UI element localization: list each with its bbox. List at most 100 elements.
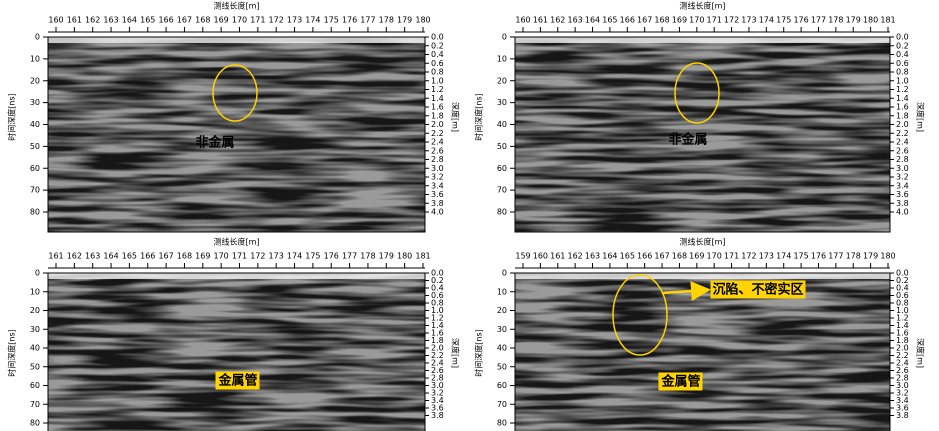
y2-tick-label: 1.8 — [431, 111, 444, 120]
y-tick-label: 80 — [30, 419, 40, 428]
x-tick-label: 172 — [269, 16, 284, 25]
y2-tick-label: 0.2 — [431, 276, 444, 285]
radargram-image — [515, 273, 890, 279]
x-tick-label: 162 — [568, 252, 583, 261]
y2-tick-label: 0.8 — [431, 68, 444, 77]
x-tick-label: 160 — [515, 16, 530, 25]
x-tick-label: 165 — [620, 252, 635, 261]
y-tick-label: 70 — [497, 186, 507, 195]
x-tick-label: 164 — [103, 252, 118, 261]
x-tick-label: 169 — [214, 16, 229, 25]
y2-tick-label: 1.4 — [431, 94, 444, 103]
x-tick-label: 179 — [846, 16, 861, 25]
annotation-box — [658, 372, 703, 391]
y2-tick-label: 3.2 — [896, 173, 909, 182]
x-tick-label: 166 — [620, 16, 635, 25]
x-tick-label: 171 — [724, 252, 739, 261]
x-tick-label: 167 — [637, 16, 652, 25]
y-axis-label: 时间深度[ns] — [7, 329, 17, 376]
y2-tick-label: 2.4 — [896, 138, 909, 147]
radargram-image — [515, 273, 890, 431]
y2-tick-label: 0.2 — [896, 276, 909, 285]
y2-tick-label: 2.8 — [896, 374, 909, 383]
y2-tick-label: 3.2 — [431, 389, 444, 398]
annotation-label: 金属管 — [217, 373, 257, 389]
radargram-panel: 测线长度[m]160 161 162 163 164 165 166 167 168 169 170… — [474, 1, 926, 233]
y-tick-label: 60 — [30, 381, 40, 390]
radargram-image — [515, 37, 890, 232]
x-tick-label: 168 — [672, 252, 687, 261]
y-tick-label: 30 — [30, 325, 40, 334]
x-tick-label: 166 — [140, 252, 155, 261]
y2-tick-label: 1.4 — [896, 94, 909, 103]
y2-tick-label: 1.6 — [896, 329, 909, 338]
y2-tick-label: 1.8 — [896, 336, 909, 345]
y2-tick-label: 3.6 — [896, 404, 909, 413]
x-tick-label: 174 — [776, 252, 791, 261]
x-tick-label: 175 — [324, 16, 339, 25]
plot-frame — [514, 272, 891, 431]
y2-tick-label: 0.0 — [431, 33, 444, 42]
x-tick-label: 160 — [48, 16, 63, 25]
y2-tick-label: 0.2 — [431, 41, 444, 50]
x-tick-label: 173 — [759, 252, 774, 261]
x-tick-label: 171 — [232, 252, 247, 261]
x-tick-label: 173 — [269, 252, 284, 261]
x-tick-label: 179 — [379, 252, 394, 261]
x-tick-label: 169 — [195, 252, 210, 261]
annotation-label: 非金属 — [195, 135, 234, 151]
y2-axis-label: 深度[m] — [916, 338, 926, 368]
x-tick-label: 166 — [637, 252, 652, 261]
y2-tick-label: 3.8 — [431, 199, 444, 208]
y-tick-label: 80 — [30, 208, 40, 217]
y2-tick-label: 0.8 — [431, 299, 444, 308]
annotation-arrow — [661, 281, 711, 301]
y2-tick-label: 3.4 — [431, 181, 444, 190]
y-tick-label: 20 — [30, 76, 40, 85]
y-tick-label: 40 — [497, 344, 507, 353]
plot-frame — [47, 36, 426, 233]
x-tick-label: 165 — [140, 16, 155, 25]
y2-tick-label: 0.8 — [896, 68, 909, 77]
y2-tick-label: 3.8 — [431, 411, 444, 420]
y2-tick-label: 3.8 — [896, 411, 909, 420]
x-tick-label: 178 — [360, 252, 375, 261]
x-tick-label: 181 — [415, 252, 430, 261]
x-tick-label: 164 — [585, 16, 600, 25]
y2-tick-label: 2.2 — [896, 351, 909, 360]
y2-tick-label: 0.4 — [431, 284, 444, 293]
y2-tick-label: 3.2 — [431, 173, 444, 182]
y-tick-label: 30 — [497, 325, 507, 334]
y-tick-label: 60 — [497, 164, 507, 173]
y-tick-label: 70 — [497, 400, 507, 409]
x-tick-label: 177 — [811, 16, 826, 25]
y2-tick-label: 0.6 — [431, 291, 444, 300]
radargram-panel: 测线长度[m]160 161 162 163 164 165 166 167 168 169 170… — [7, 1, 461, 233]
y-tick-label: 50 — [30, 142, 40, 151]
y-tick-label: 70 — [30, 400, 40, 409]
x-tick-label: 161 — [48, 252, 63, 261]
x-tick-label: 176 — [324, 252, 339, 261]
y2-tick-label: 1.2 — [431, 314, 444, 323]
x-tick-label: 180 — [880, 252, 895, 261]
y-tick-label: 40 — [30, 120, 40, 129]
y2-tick-label: 1.2 — [896, 314, 909, 323]
y-tick-label: 60 — [497, 381, 507, 390]
x-tick-label: 167 — [177, 16, 192, 25]
y2-tick-label: 2.0 — [431, 344, 444, 353]
y2-tick-label: 1.0 — [896, 76, 909, 85]
x-tick-label: 173 — [287, 16, 302, 25]
y2-tick-label: 3.4 — [896, 181, 909, 190]
y2-tick-label: 2.2 — [896, 129, 909, 138]
y2-tick-label: 2.8 — [431, 374, 444, 383]
x-tick-label: 161 — [533, 16, 548, 25]
annotation-label: 金属管 — [660, 374, 700, 390]
y2-tick-label: 4.0 — [431, 208, 444, 217]
x-tick-label: 174 — [305, 16, 320, 25]
x-tick-label: 175 — [776, 16, 791, 25]
x-tick-label: 177 — [360, 16, 375, 25]
y2-tick-label: 2.8 — [431, 155, 444, 164]
y2-tick-label: 3.8 — [896, 199, 909, 208]
y2-tick-label: 0.0 — [896, 269, 909, 278]
x-tick-label: 162 — [550, 16, 565, 25]
